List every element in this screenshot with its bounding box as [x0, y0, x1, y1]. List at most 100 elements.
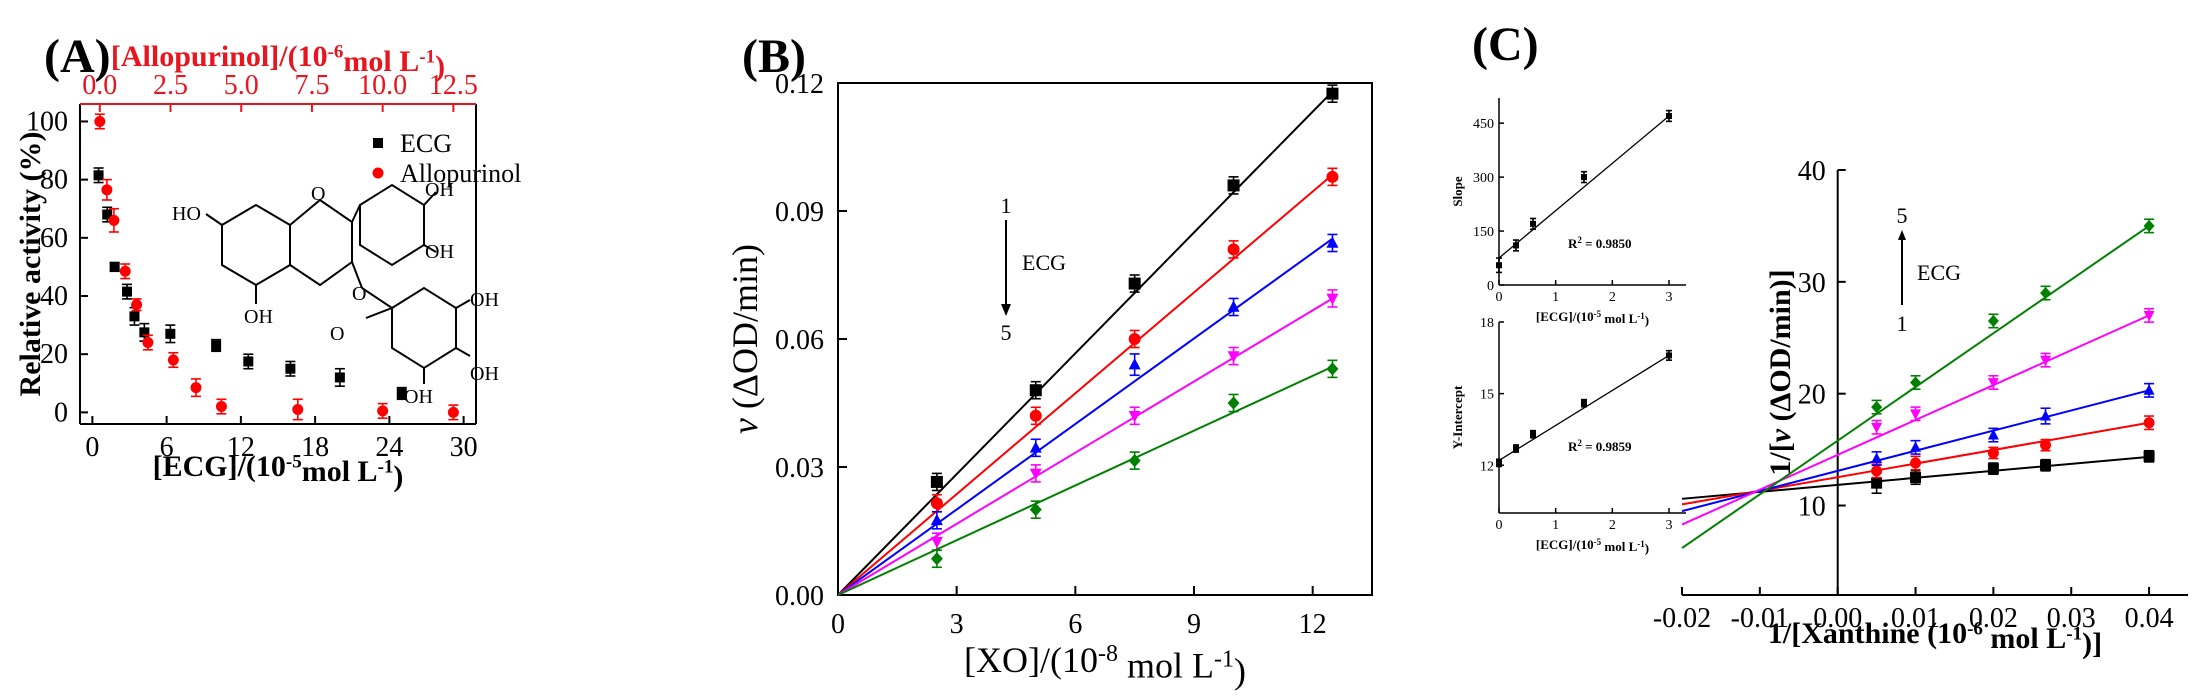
structure-label: OH	[425, 241, 454, 263]
b-point-series-2	[1029, 409, 1042, 422]
c-inset-slope-r2-annotation: R2 = 0.9850	[1568, 235, 1632, 251]
c-x-tick-label: 0.03	[2047, 603, 2096, 634]
a-top-tick-label: 7.5	[294, 70, 329, 101]
c-inset-slope-point	[1513, 242, 1519, 249]
panel-a: (A) OH OH HO O O	[14, 30, 521, 493]
c-point-series-5	[2040, 286, 2052, 300]
c-inset-slope-point	[1666, 112, 1672, 119]
b-y-tick-label: 0.00	[775, 581, 824, 612]
a-legend-marker-allopurinol	[372, 167, 384, 179]
b-point-series-1	[930, 475, 943, 488]
b-annotation-arrowhead	[1001, 304, 1011, 316]
structure-label: OH	[470, 289, 499, 311]
structure-bond	[455, 299, 471, 309]
a-point-ecg	[334, 372, 345, 383]
c-y-axis-title: 1/[v (ΔOD/min)]	[1764, 269, 1797, 475]
a-top-tick-label: 12.5	[429, 70, 478, 101]
b-point-series-5	[1029, 503, 1042, 517]
b-point-series-1	[1227, 179, 1240, 192]
b-x-axis-title: [XO]/(10-8 mol L-1)	[964, 640, 1246, 691]
b-point-series-1	[1128, 277, 1141, 290]
a-y-tick-label: 40	[40, 281, 68, 312]
b-y-tick-label: 0.12	[775, 69, 824, 100]
b-fit-line-3	[837, 237, 1334, 596]
panel-b: (B) 0 3 6 9 12 0.00 0.03 0.06 0.09 0.12 [XO]/(10-8…	[725, 30, 1373, 691]
a-legend-marker-ecg	[373, 138, 383, 148]
a-y-tick-label: 20	[40, 339, 68, 370]
a-point-ecg	[211, 340, 222, 351]
c-inset-slope-x-tick-label: 0	[1496, 290, 1503, 305]
c-inset-intercept-point	[1530, 431, 1536, 438]
a-point-allopurinol	[190, 382, 202, 394]
a-point-ecg	[243, 356, 254, 367]
a-point-allopurinol	[377, 405, 389, 417]
structure-ring-d	[391, 286, 457, 370]
b-point-series-1	[1326, 87, 1339, 100]
structure-bond	[423, 244, 437, 253]
panel-c-letter: (C)	[1472, 18, 1539, 71]
b-annotation-label: ECG	[1022, 250, 1066, 275]
c-point-series-3	[1871, 452, 1883, 463]
b-x-tick-label: 3	[950, 609, 964, 640]
c-inset-intercept-y-axis-title: Y-Intercept	[1450, 385, 1465, 449]
structure-label: OH	[244, 306, 273, 328]
c-inset-intercept-point	[1513, 445, 1519, 452]
c-inset-slope-y-tick-label: 450	[1473, 117, 1494, 132]
c-inset-slope-y-tick-label: 300	[1473, 171, 1494, 186]
c-point-series-2	[2040, 439, 2052, 451]
c-inset-slope-point	[1496, 262, 1502, 269]
b-plot-frame	[837, 82, 1373, 596]
b-point-series-1	[1029, 384, 1042, 397]
c-x-tick-label: 0.02	[1969, 603, 2018, 634]
a-point-ecg	[396, 388, 407, 399]
c-point-series-3	[1987, 429, 1999, 440]
structure-label: O	[352, 283, 366, 305]
b-y-tick-label: 0.09	[775, 197, 824, 228]
c-point-series-5	[2143, 219, 2155, 232]
c-inset-intercept-x-tick-label: 1	[1552, 518, 1559, 533]
c-y-tick-label: 40	[1798, 156, 1826, 187]
c-point-series-4	[1910, 409, 1922, 420]
c-inset-intercept-r2-annotation: R2 = 0.9859	[1568, 438, 1632, 454]
a-legend-label-ecg: ECG	[400, 129, 452, 158]
c-inset-slope-x-tick-label: 2	[1609, 290, 1616, 305]
b-point-series-3	[1227, 300, 1240, 312]
c-point-series-3	[1910, 441, 1922, 452]
a-x-tick-label: 6	[160, 432, 174, 463]
a-point-ecg	[285, 363, 296, 374]
a-y-tick-label: 60	[40, 223, 68, 254]
b-annotation-start: 1	[1001, 193, 1012, 218]
c-point-series-1	[2040, 459, 2052, 471]
a-point-allopurinol	[167, 354, 179, 366]
c-inset-intercept-x-tick-label: 3	[1666, 518, 1673, 533]
b-x-tick-label: 12	[1299, 609, 1327, 640]
a-point-allopurinol	[94, 115, 106, 127]
b-x-tick-label: 6	[1068, 609, 1082, 640]
c-point-series-2	[2143, 417, 2155, 429]
c-inset-intercept-y-tick-label: 15	[1480, 388, 1494, 403]
c-point-series-5	[1871, 401, 1883, 414]
structure-ring-a	[221, 203, 291, 287]
c-inset-slope-y-tick-label: 150	[1473, 225, 1494, 240]
c-inset-intercept-x-tick-label: 0	[1496, 518, 1503, 533]
c-inset-intercept-y-tick-label: 12	[1480, 459, 1494, 474]
a-legend-label-allopurinol: Allopurinol	[400, 159, 521, 188]
b-point-series-3	[1128, 358, 1141, 370]
b-point-series-4	[1029, 468, 1042, 480]
ecg-chemical-structure	[205, 183, 471, 384]
c-point-series-2	[1987, 447, 1999, 459]
c-point-series-5	[1987, 314, 1999, 328]
b-point-series-4	[1227, 351, 1240, 363]
c-inset-intercept-point	[1496, 459, 1502, 466]
b-point-series-5	[930, 552, 943, 566]
a-point-ecg	[109, 261, 120, 272]
a-top-tick-label: 2.5	[153, 70, 188, 101]
a-point-ecg	[129, 311, 140, 322]
c-point-series-4	[1871, 422, 1883, 434]
a-point-allopurinol	[447, 406, 459, 418]
a-top-tick-label: 0.0	[82, 70, 117, 101]
b-y-axis-title: v (ΔOD/min)	[725, 244, 765, 434]
a-point-ecg	[93, 170, 104, 181]
a-y-tick-label: 0	[54, 397, 68, 428]
c-inset-intercept-y-tick-label: 18	[1480, 316, 1494, 331]
